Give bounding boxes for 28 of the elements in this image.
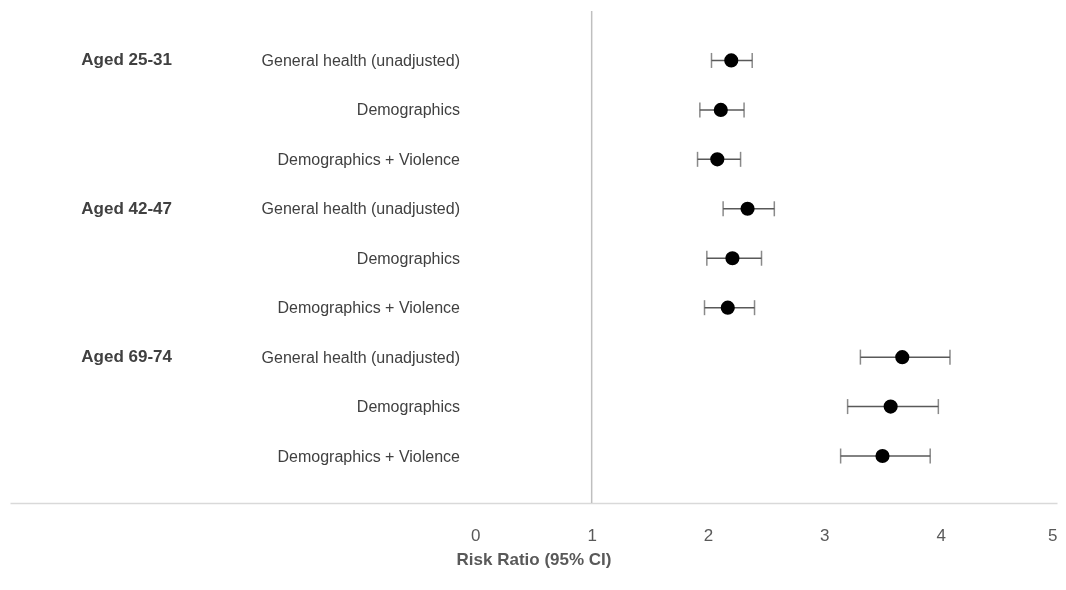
- point: [875, 448, 890, 464]
- point: [725, 251, 740, 266]
- y-tick-label: General health (unadjusted): [261, 200, 460, 218]
- x-tick-label: 2: [703, 525, 714, 545]
- point: [720, 300, 735, 315]
- point: [883, 399, 898, 414]
- y-tick-label: Demographics: [356, 101, 460, 119]
- x-tick-label: 1: [587, 525, 597, 545]
- annotation: Aged 69-74: [81, 347, 173, 367]
- x-tick-label: 0: [471, 525, 481, 545]
- x-tick-label: 4: [936, 525, 946, 545]
- x-axis-title: Risk Ratio (95% CI): [456, 549, 612, 569]
- annotation: Aged 25-31: [81, 50, 172, 70]
- point: [740, 201, 755, 216]
- y-tick-label: Demographics + Violence: [277, 447, 461, 465]
- point: [713, 102, 728, 117]
- y-tick-label: Demographics + Violence: [277, 299, 461, 317]
- point: [710, 152, 725, 167]
- y-tick-label: General health (unadjusted): [261, 51, 460, 69]
- y-tick-label: Demographics: [356, 249, 460, 267]
- x-tick-label: 5: [1048, 525, 1058, 545]
- point: [724, 53, 739, 68]
- y-tick-label: Demographics: [356, 398, 460, 416]
- y-tick-label: General health (unadjusted): [261, 348, 460, 366]
- y-tick-label: Demographics + Violence: [277, 150, 461, 168]
- point: [895, 350, 910, 365]
- x-tick-label: 3: [820, 525, 830, 545]
- annotation: Aged 42-47: [81, 198, 172, 218]
